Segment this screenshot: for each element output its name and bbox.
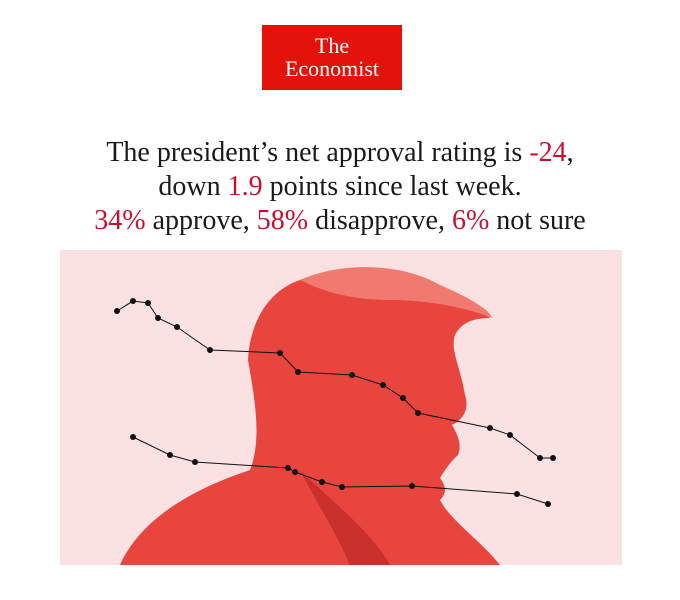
dot (380, 382, 386, 388)
headline-text: down (158, 171, 228, 202)
headline-text: points since last week. (262, 171, 522, 202)
highlight: 34% (94, 205, 146, 236)
dot (130, 298, 136, 304)
highlight: 6% (451, 205, 490, 236)
headline: The president’s net approval rating is -… (0, 136, 680, 238)
dot (409, 483, 415, 489)
dot (487, 425, 493, 431)
dot (155, 315, 161, 321)
trend-line (116, 300, 553, 459)
dot (400, 395, 406, 401)
dot (277, 350, 283, 356)
logo-text: Economist (284, 56, 380, 81)
dot (130, 434, 136, 440)
dot (285, 465, 291, 471)
headline-line: 34% approve, 58% disapprove, 6% not sure (0, 204, 680, 238)
dot (339, 484, 345, 490)
dot (114, 308, 120, 314)
headline-line: down 1.9 points since last week. (0, 170, 680, 204)
headline-text: disapprove, (308, 205, 452, 236)
logo: The Economist (262, 25, 402, 90)
headline-line: The president’s net approval rating is -… (0, 136, 680, 170)
dot (514, 491, 520, 497)
dot (207, 347, 213, 353)
logo-text: The (314, 33, 350, 58)
dot (174, 324, 180, 330)
illustration (60, 250, 622, 565)
dot (550, 455, 556, 461)
headline-text: The president’s net approval rating is (106, 137, 530, 168)
dot (192, 459, 198, 465)
portrait-hair (300, 267, 492, 318)
headline-text: not sure (489, 205, 586, 236)
portrait-collar (300, 470, 390, 565)
dot (415, 410, 421, 416)
dot (537, 455, 543, 461)
highlight: 58% (256, 205, 309, 236)
dot (145, 300, 151, 306)
dot (295, 369, 301, 375)
dot (319, 479, 325, 485)
dot (545, 501, 551, 507)
portrait (120, 271, 500, 565)
highlight: 1.9 (227, 171, 263, 202)
dot (507, 432, 513, 438)
headline-text: , (566, 137, 574, 168)
highlight: -24 (529, 137, 567, 168)
dot (167, 452, 173, 458)
dot (349, 372, 355, 378)
trend-line (132, 436, 549, 505)
headline-text: approve, (145, 205, 257, 236)
dot (292, 469, 298, 475)
